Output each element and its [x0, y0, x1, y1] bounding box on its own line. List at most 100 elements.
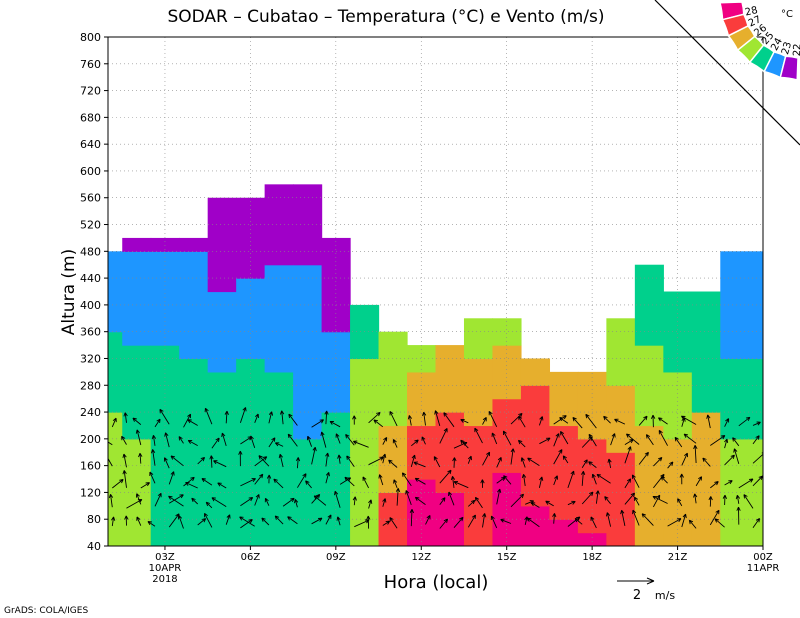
wind-vector	[724, 454, 735, 466]
wind-vector	[254, 413, 259, 423]
wind-vector	[585, 413, 597, 429]
wind-vector	[239, 516, 255, 527]
wind-vector	[553, 449, 563, 465]
wind-vector	[389, 411, 398, 427]
wind-vector	[482, 513, 487, 528]
wind-vector	[135, 493, 142, 505]
wind-vector	[553, 433, 560, 447]
wind-vector	[362, 476, 370, 489]
wind-vector	[240, 497, 254, 507]
wind-vector	[572, 416, 583, 429]
footer-credit: GrADS: COLA/IGES	[4, 606, 88, 616]
temperature-cell	[150, 237, 180, 252]
wind-vector	[413, 461, 426, 468]
wind-vector	[422, 411, 427, 426]
wind-vector	[311, 446, 317, 465]
wind-vector	[667, 518, 682, 527]
wind-vector	[518, 415, 526, 428]
wind-vector	[254, 494, 260, 506]
wind-vector	[625, 433, 640, 445]
temperature-cell	[691, 291, 721, 333]
wind-vector	[254, 473, 264, 485]
wind-vector	[344, 476, 355, 487]
temperature-cell	[122, 519, 152, 546]
colorbar-unit: °C	[781, 9, 793, 20]
wind-vector	[681, 513, 687, 528]
wind-vector	[411, 439, 419, 447]
wind-vector	[443, 412, 455, 428]
temperature-cell	[435, 412, 465, 494]
temperature-cell	[634, 492, 664, 546]
wind-vector	[287, 516, 298, 525]
wind-vector	[735, 494, 741, 504]
colorbar-label: 23	[780, 41, 794, 56]
wind-vector	[168, 495, 184, 507]
wind-vector	[607, 458, 612, 468]
wind-vector	[645, 434, 654, 446]
temperature-cell	[378, 425, 408, 494]
wind-vector	[121, 435, 127, 445]
temperature-cell	[179, 237, 209, 252]
x-tick-label: 06Z	[241, 552, 261, 563]
wind-vector	[595, 490, 600, 504]
wind-vector	[122, 470, 127, 488]
wind-vector	[503, 475, 512, 485]
temperature-cell	[350, 304, 380, 360]
wind-vector	[596, 473, 611, 484]
wind-vector	[401, 472, 412, 487]
plot-frame	[107, 36, 764, 547]
wind-vector	[588, 461, 597, 468]
wind-vector	[590, 516, 597, 529]
wind-vector	[329, 420, 341, 428]
temperature-cell	[492, 472, 522, 546]
wind-vector	[448, 491, 455, 506]
wind-vector	[407, 415, 413, 426]
wind-vector	[414, 496, 426, 505]
wind-vector	[460, 439, 469, 449]
temperature-cell	[606, 452, 636, 546]
wind-vector	[482, 451, 491, 466]
wind-vector	[527, 457, 540, 466]
wind-vector	[638, 415, 648, 426]
wind-vector	[421, 436, 426, 445]
wind-vector	[268, 411, 274, 424]
wind-vector	[614, 418, 626, 425]
temperature-cell	[108, 251, 123, 333]
x-axis-label: Hora (local)	[384, 572, 489, 593]
wind-vector	[266, 474, 272, 484]
wind-vector	[724, 438, 729, 449]
wind-vector	[752, 518, 761, 529]
wind-vector	[567, 470, 575, 489]
wind-vector	[567, 500, 576, 506]
wind-vector	[604, 496, 611, 505]
wind-vector	[282, 497, 295, 507]
wind-vector	[693, 444, 698, 464]
wind-vector	[660, 476, 668, 484]
wind-vector	[336, 516, 341, 526]
wind-vector	[641, 513, 654, 526]
wind-vector	[178, 436, 184, 444]
colorbar-diagonal	[654, 0, 800, 146]
wind-vector	[112, 478, 124, 489]
wind-vector	[496, 457, 502, 468]
wind-vector	[560, 431, 569, 445]
temperature-cell	[264, 264, 294, 373]
wind-vector	[320, 431, 327, 448]
wind-vector	[638, 451, 649, 465]
wind-scale-arrowhead	[646, 577, 655, 585]
wind-vector	[450, 475, 456, 488]
wind-vector	[382, 520, 391, 526]
temperature-cell	[691, 412, 721, 494]
colorbar-label: 24	[769, 36, 785, 52]
temperature-cell	[492, 345, 522, 400]
wind-vector	[425, 515, 431, 525]
wind-vector	[574, 517, 583, 525]
wind-vector	[368, 411, 381, 424]
wind-vector	[352, 496, 357, 506]
wind-vector	[335, 433, 341, 444]
temperature-cell	[720, 251, 750, 360]
wind-vector	[211, 497, 227, 507]
wind-vector	[183, 413, 192, 428]
temperature-cell	[435, 358, 465, 413]
